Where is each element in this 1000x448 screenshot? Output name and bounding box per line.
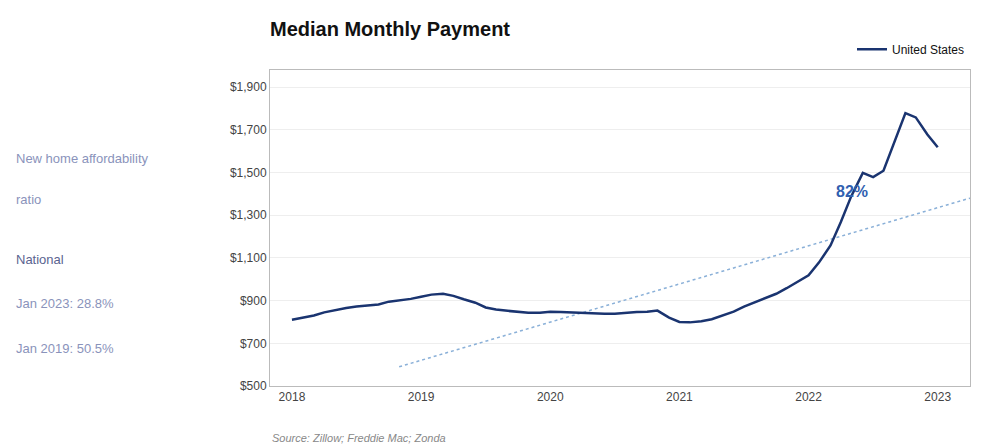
svg-text:$1,700: $1,700 — [230, 123, 267, 137]
svg-text:National: National — [16, 252, 64, 267]
svg-text:$1,100: $1,100 — [230, 251, 267, 265]
svg-text:New home affordability: New home affordability — [16, 151, 148, 166]
svg-text:Median Monthly Payment: Median Monthly Payment — [270, 18, 510, 40]
svg-text:2019: 2019 — [408, 390, 435, 404]
svg-text:2022: 2022 — [795, 390, 822, 404]
svg-text:ratio: ratio — [16, 192, 41, 207]
svg-text:82%: 82% — [836, 183, 868, 200]
svg-text:$1,900: $1,900 — [230, 80, 267, 94]
svg-text:2021: 2021 — [666, 390, 693, 404]
svg-text:Jan 2023: 28.8%: Jan 2023: 28.8% — [16, 296, 114, 311]
svg-text:$1,500: $1,500 — [230, 166, 267, 180]
svg-text:2020: 2020 — [537, 390, 564, 404]
svg-text:$700: $700 — [240, 337, 267, 351]
svg-text:2023: 2023 — [924, 390, 951, 404]
svg-text:Jan 2019: 50.5%: Jan 2019: 50.5% — [16, 341, 114, 356]
svg-text:$900: $900 — [240, 294, 267, 308]
svg-text:2018: 2018 — [279, 390, 306, 404]
svg-text:United States: United States — [892, 43, 964, 57]
svg-text:$1,300: $1,300 — [230, 208, 267, 222]
svg-text:Source: Zillow; Freddie Mac; Z: Source: Zillow; Freddie Mac; Zonda — [272, 432, 446, 444]
svg-text:$500: $500 — [240, 379, 267, 393]
